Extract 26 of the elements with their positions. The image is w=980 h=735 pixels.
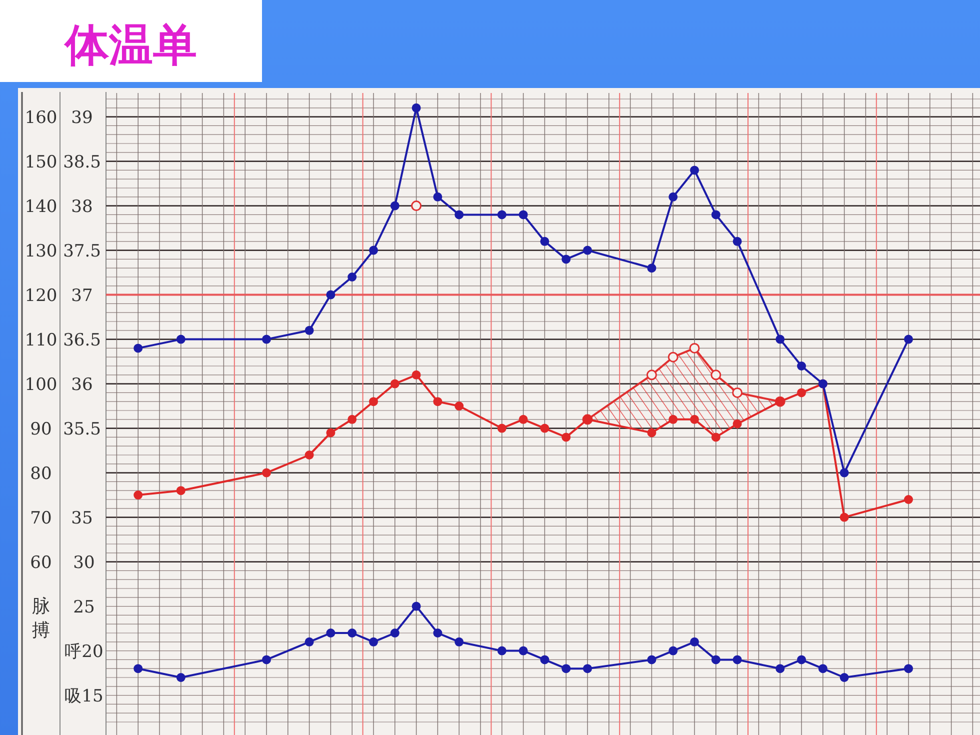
y-tick-label: 90 xyxy=(30,419,52,440)
y-tick-label: 140 xyxy=(24,196,58,217)
y3-tick-label: 30 xyxy=(73,552,95,573)
y2-tick-label: 38.5 xyxy=(63,152,101,172)
y3-tick-label: 25 xyxy=(73,597,95,618)
y2-tick-label: 39 xyxy=(71,108,93,128)
y-tick-label: 110 xyxy=(24,330,58,350)
y2-tick-label: 35 xyxy=(71,508,93,528)
y3-tick-label: 吸15 xyxy=(64,686,104,706)
chart-title: 体温单 xyxy=(63,20,197,71)
y-tick-label: 100 xyxy=(24,374,58,395)
y2-tick-label: 37.5 xyxy=(63,241,101,262)
y-tick-label: 120 xyxy=(24,286,58,306)
y2-tick-label: 36 xyxy=(71,374,93,395)
y2-tick-label: 38 xyxy=(71,196,93,217)
y-tick-label: 160 xyxy=(24,108,58,128)
y-axis-title: 脉搏 xyxy=(32,596,50,641)
y3-tick-label: 呼20 xyxy=(64,642,104,662)
y-tick-label: 60 xyxy=(30,552,52,573)
y-tick-label: 130 xyxy=(24,241,58,262)
y-tick-label: 80 xyxy=(30,464,52,484)
y2-tick-label: 35.5 xyxy=(63,419,101,440)
y2-tick-label: 37 xyxy=(71,286,93,306)
y2-tick-label: 36.5 xyxy=(63,330,101,350)
y-tick-label: 150 xyxy=(24,152,58,172)
y-tick-label: 70 xyxy=(30,508,52,528)
